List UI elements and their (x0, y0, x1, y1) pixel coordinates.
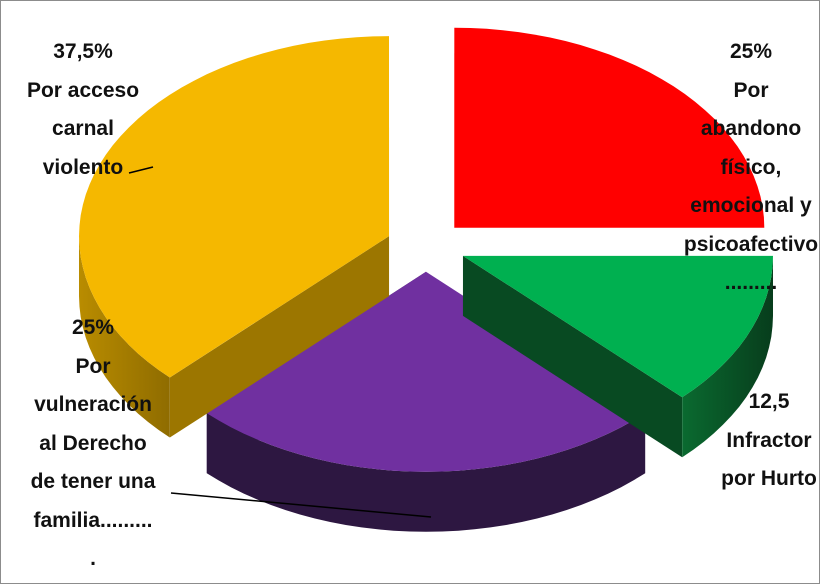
slice-top-hurto (462, 255, 773, 398)
label-line: Infractor (726, 428, 812, 452)
label-line: Por acceso (26, 78, 140, 102)
label-line: vulneración (34, 393, 152, 416)
leader-line-vulneracion (170, 492, 432, 518)
slice-wall-acceso (169, 236, 390, 438)
slice-top-vulneracion (454, 27, 765, 228)
label-line: 25% (729, 40, 773, 63)
pie-slices (79, 27, 773, 532)
label-line: físico, (720, 155, 782, 179)
slice-side-acceso (79, 236, 170, 438)
label-line: Por (75, 354, 111, 378)
label-line: de tener una (30, 470, 156, 493)
pie-slice-abandono (206, 271, 646, 532)
label-line: . (90, 547, 96, 570)
label-line: ......... (724, 271, 778, 294)
slice-wall-hurto (462, 255, 683, 458)
slice-side-hurto (682, 255, 773, 458)
slice-label-acceso: 37,5% Por acceso carnal violento (27, 33, 139, 187)
pie-slice-vulneracion (454, 27, 765, 228)
pie-slice-hurto (462, 255, 773, 458)
label-line: familia......... (33, 508, 153, 532)
label-line: violento (42, 155, 124, 179)
label-line: 37,5% (53, 40, 113, 63)
label-line: 25% (71, 316, 115, 339)
label-line: al Derecho (39, 431, 147, 455)
slice-label-vulneracion: 25% Por vulneración al Derecho de tener … (31, 309, 156, 579)
label-line: 12,5 (748, 390, 790, 413)
slice-top-acceso (79, 36, 390, 378)
pie-slice-acceso (79, 36, 390, 438)
label-line: carnal (52, 117, 114, 140)
slice-top-abandono (206, 271, 646, 472)
slice-label-hurto: 12,5 Infractor por Hurto (721, 383, 817, 499)
leader-lines (128, 166, 432, 518)
label-line: abandono (700, 117, 802, 140)
slice-label-abandono: 25% Por abandono físico, emocional y psi… (684, 33, 818, 303)
slice-side-abandono (206, 413, 646, 532)
label-line: psicoafectivo (683, 232, 819, 256)
label-line: emocional y (690, 194, 812, 217)
label-line: Por (733, 78, 769, 102)
label-line: por Hurto (721, 467, 817, 490)
leader-line-acceso (128, 166, 154, 174)
